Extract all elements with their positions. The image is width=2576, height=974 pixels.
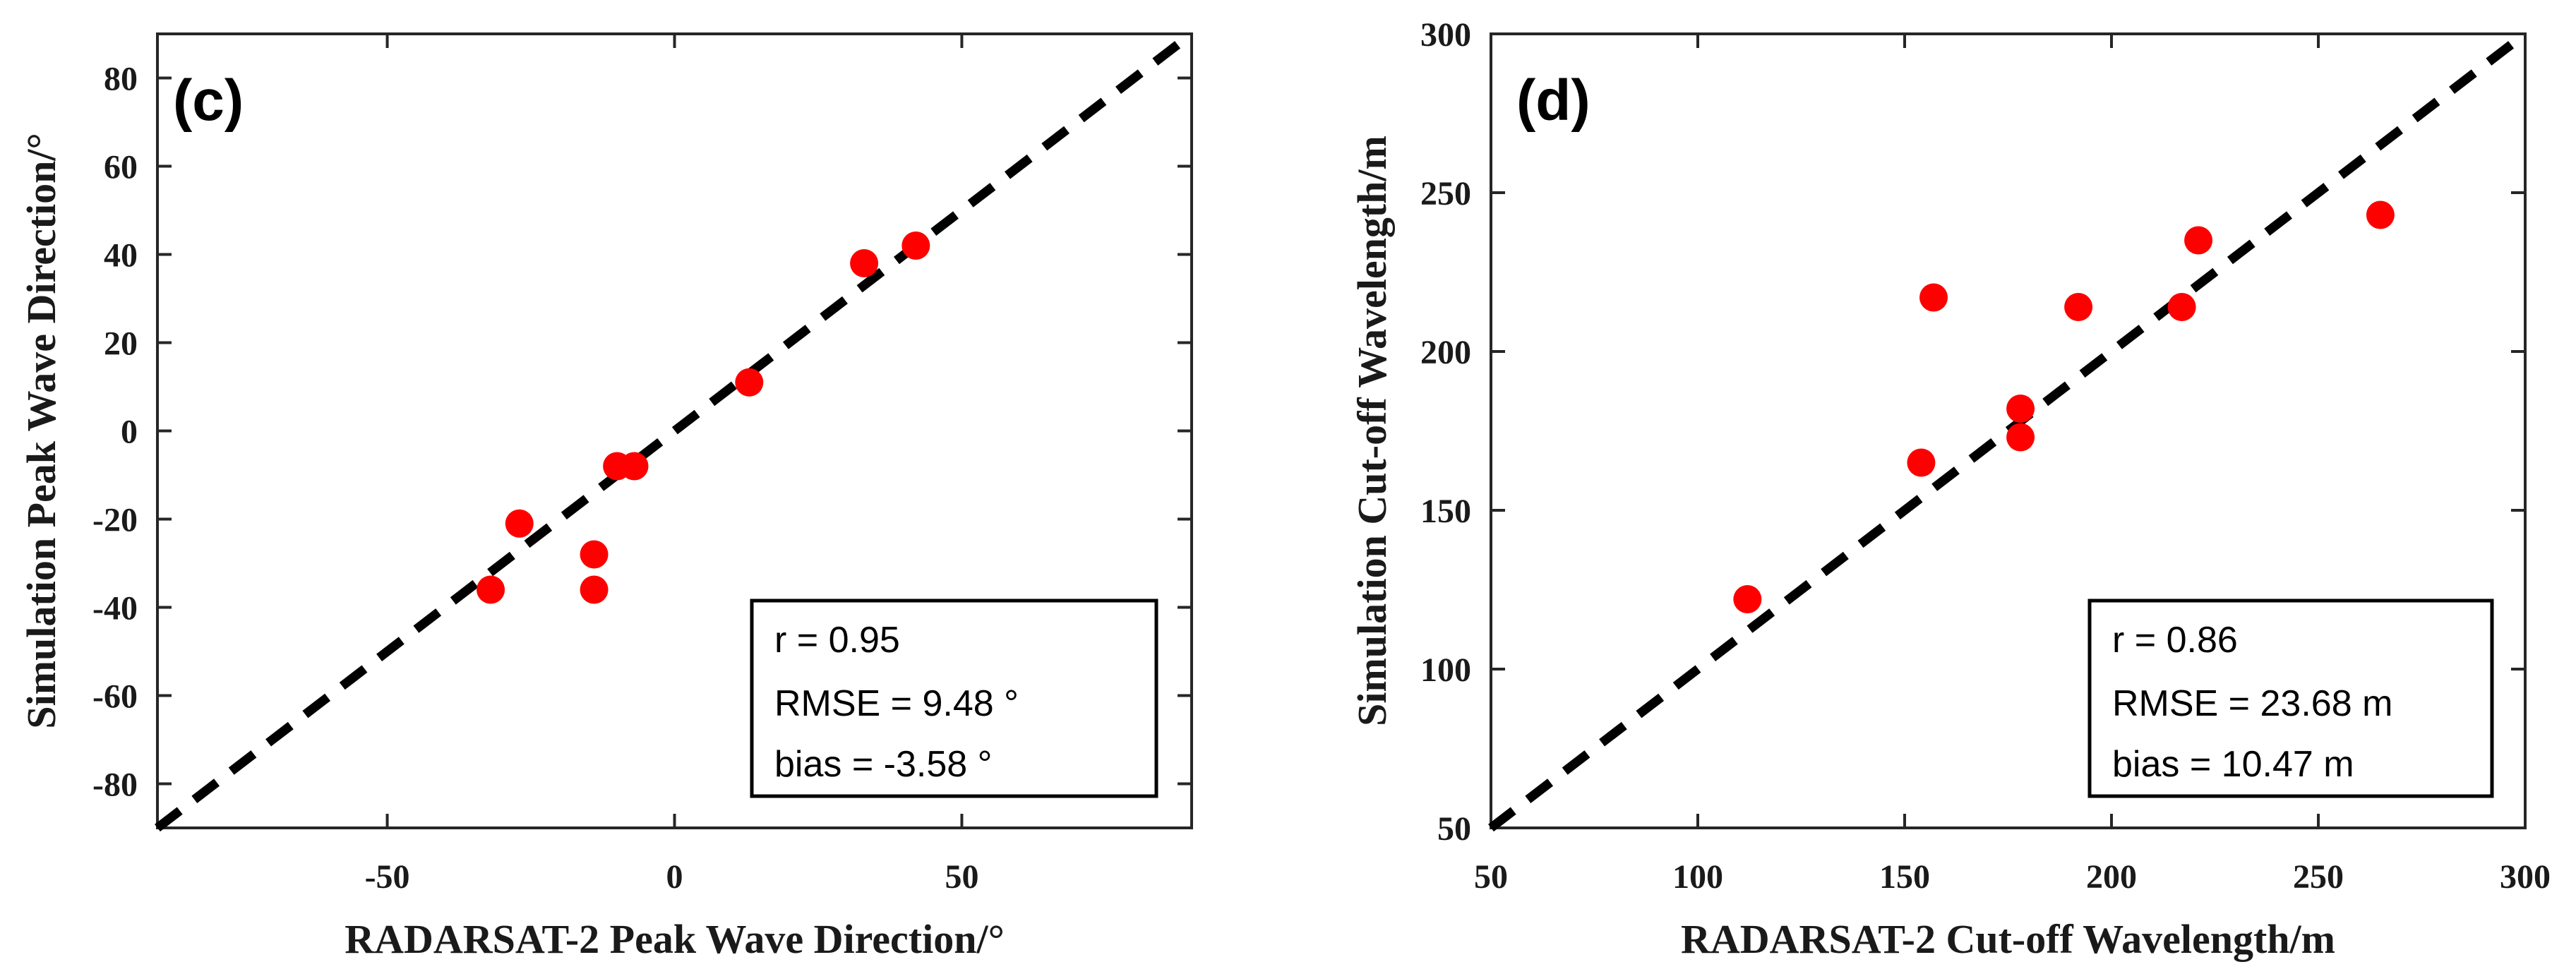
y-tick-label: 20 <box>104 325 138 363</box>
y-tick-label: -40 <box>92 590 138 627</box>
data-point <box>2366 200 2395 229</box>
stat-rmse: RMSE = 9.48 ° <box>774 683 1019 724</box>
data-point <box>2006 423 2035 452</box>
data-point <box>850 249 879 277</box>
data-point <box>1733 585 1762 613</box>
data-point <box>580 540 609 569</box>
x-tick-label: 300 <box>2500 858 2551 896</box>
one-to-one-line <box>155 30 1194 832</box>
data-point <box>2006 395 2035 423</box>
stat-r: r = 0.86 <box>2112 620 2238 661</box>
data-point <box>1919 283 1948 312</box>
stats-box <box>750 599 1158 798</box>
data-point <box>2184 226 2213 255</box>
stat-rmse: RMSE = 23.68 m <box>2112 683 2392 724</box>
y-tick-label: -80 <box>92 766 138 804</box>
y-tick-label: 60 <box>104 149 138 186</box>
data-point <box>735 368 764 397</box>
plot-frame <box>1490 32 2527 829</box>
data-point <box>505 509 534 538</box>
data-point <box>901 232 930 260</box>
y-tick-label: 0 <box>121 414 138 451</box>
x-tick-label: 50 <box>1474 858 1508 896</box>
y-axis-label: Simulation Peak Wave Direction/° <box>18 133 64 728</box>
one-to-one-line <box>1488 30 2528 832</box>
y-tick-label: 150 <box>1420 493 1471 530</box>
x-axis-label: RADARSAT-2 Peak Wave Direction/° <box>345 916 1005 962</box>
y-tick-label: 50 <box>1437 810 1471 848</box>
stats-box <box>2087 599 2494 798</box>
y-tick-label: 250 <box>1420 175 1471 212</box>
x-tick-label: 200 <box>2086 858 2137 896</box>
x-tick-label: 150 <box>1879 858 1930 896</box>
data-point <box>620 452 649 481</box>
x-axis-label: RADARSAT-2 Cut-off Wavelength/m <box>1681 916 2335 962</box>
y-tick-label: -60 <box>92 678 138 716</box>
x-tick-label: 100 <box>1672 858 1723 896</box>
panel-d: 50 100 150 200 250 300 50 100 150 200 250 300 (d) r =… <box>1349 16 2551 962</box>
stat-bias: bias = 10.47 m <box>2112 744 2354 785</box>
y-tick-label: 200 <box>1420 334 1471 371</box>
data-point <box>580 575 609 604</box>
y-tick-label: 80 <box>104 61 138 98</box>
y-tick-label: 100 <box>1420 651 1471 689</box>
stat-r: r = 0.95 <box>774 620 900 661</box>
y-tick-label: 40 <box>104 237 138 275</box>
x-tick-label: 0 <box>666 858 683 896</box>
panel-label: (c) <box>173 68 244 133</box>
panel-label: (d) <box>1516 68 1590 133</box>
data-point <box>2167 293 2196 321</box>
data-point <box>1907 448 1936 477</box>
x-tick-label: 250 <box>2293 858 2344 896</box>
x-tick-label: 50 <box>945 858 978 896</box>
data-point <box>477 575 505 604</box>
stat-bias: bias = -3.58 ° <box>774 744 992 785</box>
y-tick-label: -20 <box>92 502 138 539</box>
data-point <box>2064 293 2093 321</box>
y-axis-label: Simulation Cut-off Wavelength/m <box>1349 136 1395 726</box>
y-tick-label: 300 <box>1420 16 1471 54</box>
x-tick-label: -50 <box>365 858 410 896</box>
panel-c: -50 0 50 -80 -60 -40 -20 0 20 40 60 80 (c) r = 0.95 RM… <box>18 30 1194 962</box>
